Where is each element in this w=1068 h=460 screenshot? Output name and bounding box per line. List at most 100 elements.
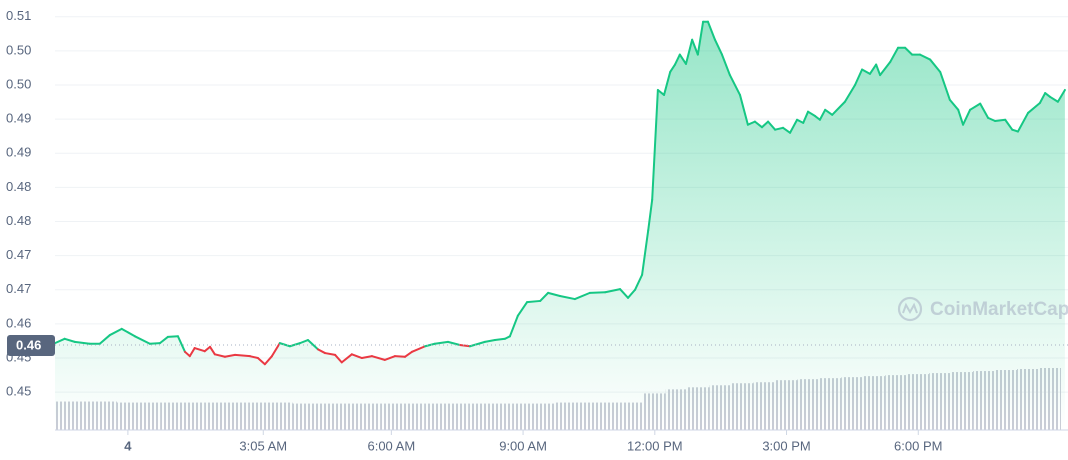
watermark-logo (897, 296, 923, 322)
price-segment (728, 74, 741, 96)
price-segment (760, 120, 770, 129)
price-segment (483, 339, 496, 343)
price-segment (1011, 128, 1019, 133)
y-tick-label: 0.51 (6, 8, 31, 23)
price-segment (383, 355, 396, 361)
price-segment (340, 353, 353, 364)
price-segment (573, 291, 591, 301)
price-segment (627, 288, 637, 299)
price-segment (248, 355, 259, 360)
price-segment (403, 350, 413, 358)
price-segment (223, 353, 237, 358)
price-segment (306, 339, 320, 351)
x-tick-label: 9:00 AM (499, 438, 547, 453)
price-segment (234, 353, 251, 358)
price-segment (674, 53, 681, 66)
price-segment (782, 126, 792, 134)
price-segment (539, 291, 550, 302)
y-tick-label: 0.49 (6, 111, 31, 126)
price-segment (334, 353, 343, 364)
price-segment (278, 342, 291, 348)
price-segment (1048, 95, 1059, 103)
price-segment (774, 126, 785, 131)
price-segment (299, 339, 309, 345)
price-segment (209, 345, 216, 356)
price-segment (861, 68, 871, 75)
price-segment (994, 118, 1007, 122)
price-segment (669, 63, 677, 73)
price-segment (868, 63, 878, 75)
price-segment (324, 352, 337, 356)
price-segment (63, 337, 76, 343)
price-segment (854, 68, 864, 87)
watermark-text: CoinMarketCap (930, 299, 1068, 320)
watermark: CoinMarketCap (897, 296, 1068, 322)
x-tick-label: 3:05 AM (239, 438, 287, 453)
price-segment (807, 110, 817, 118)
price-segment (879, 61, 892, 77)
price-segment (948, 98, 960, 111)
price-segment (604, 288, 622, 294)
price-segment (120, 327, 136, 338)
price-segment (317, 348, 327, 355)
price-area (55, 21, 1065, 430)
price-segment (526, 299, 542, 304)
price-segment (969, 102, 982, 111)
price-segment (213, 353, 226, 358)
price-segment (288, 342, 302, 348)
axes: 0.51 0.50 0.50 0.49 0.49 0.48 0.48 0.47 0.47 0.46… (6, 8, 1068, 453)
price-segment (814, 115, 821, 121)
price-segment (1056, 88, 1066, 103)
price-segment (508, 314, 519, 338)
price-segment (746, 120, 756, 126)
price-segment (1027, 102, 1041, 114)
price-segment (619, 288, 630, 299)
price-segment (753, 120, 763, 129)
price-segment (270, 342, 281, 358)
price-segment (875, 63, 882, 77)
price-segment (939, 70, 951, 101)
price-segment (98, 334, 111, 345)
price-segment (410, 345, 427, 353)
price-segment (263, 355, 273, 366)
price-segment (641, 229, 650, 276)
price-segment (73, 340, 91, 345)
price-segment (108, 327, 123, 337)
x-tick-label: 6:00 AM (367, 438, 415, 453)
area-layer (55, 21, 1065, 430)
price-segment (176, 335, 186, 353)
price-segment (647, 198, 654, 232)
price-segment (802, 110, 810, 124)
price-segment (1038, 92, 1047, 105)
price-segment (547, 291, 561, 297)
price-segment (720, 53, 731, 77)
price-segment (831, 100, 846, 116)
y-tick-label: 0.46 (6, 315, 31, 330)
price-segment (393, 355, 406, 358)
price-segment (691, 38, 699, 56)
x-tick-label: 12:00 PM (627, 438, 683, 453)
price-segment (767, 120, 777, 131)
price-segment (433, 340, 449, 345)
price-segment (54, 337, 66, 345)
price-segment (962, 108, 972, 126)
price-segment (158, 335, 169, 345)
price-segment (493, 337, 507, 342)
price-segment (1016, 111, 1030, 133)
price-segment (193, 347, 206, 353)
price-segment (796, 118, 805, 124)
price-segment (889, 46, 900, 64)
price-segment (360, 355, 374, 360)
price-segment (979, 102, 990, 119)
price-segment (818, 108, 827, 121)
price-line (54, 20, 1066, 366)
price-segment (696, 20, 705, 56)
price-segment (656, 88, 666, 96)
x-tick-label: 6:00 PM (894, 438, 942, 453)
price-segment (558, 294, 576, 301)
price-segment (133, 335, 151, 345)
y-tick-label: 0.47 (6, 281, 31, 296)
price-segment (651, 88, 659, 201)
price-segment (1044, 92, 1051, 98)
